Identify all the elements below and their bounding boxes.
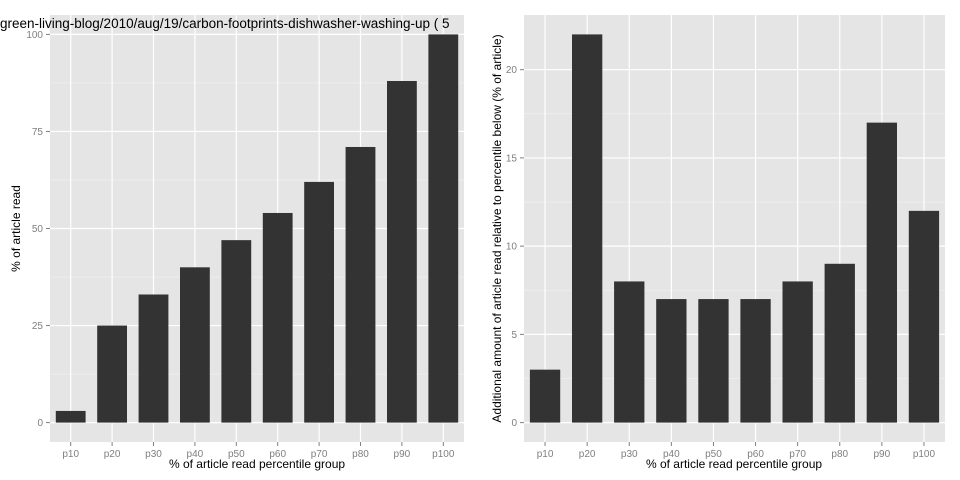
chart2-xtick-label: p20: [579, 449, 596, 460]
chart1-xtick-label: p80: [352, 449, 369, 460]
chart1-xtick-label: p50: [228, 449, 245, 460]
chart2-bar-p10: [529, 369, 561, 423]
chart2-bar-p20: [571, 34, 603, 423]
chart1-ytick-label: 25: [32, 321, 44, 332]
chart2-y-axis-title: Additional amount of article read relati…: [490, 34, 504, 422]
chart2-xtick-label: p70: [789, 449, 806, 460]
chart1-bar-p10: [55, 410, 86, 423]
chart1-bar-p60: [262, 212, 293, 423]
chart1-ytick-label: 75: [32, 127, 44, 138]
chart1-xtick-label: p100: [432, 449, 455, 460]
chart2-ytick-label: 10: [506, 242, 518, 253]
chart1-y-axis-title: % of article read: [9, 185, 23, 272]
chart2-bar-p50: [698, 299, 729, 423]
chart1-xtick-label: p70: [311, 449, 328, 460]
chart1-xtick-label: p30: [145, 449, 162, 460]
chart2-xtick-label: p10: [537, 449, 554, 460]
chart1-bar-p30: [138, 294, 169, 423]
chart1-ytick-label: 0: [37, 418, 43, 429]
chart2-xtick-label: p60: [747, 449, 764, 460]
chart1-xtick-label: p10: [62, 449, 79, 460]
chart2-x-axis-title: % of article read percentile group: [646, 457, 822, 471]
chart2-bar-p60: [740, 299, 771, 423]
chart1-xtick-label: p90: [394, 449, 411, 460]
chart2-xtick-label: p50: [705, 449, 722, 460]
chart1-ytick-label: 50: [32, 224, 44, 235]
chart1-bar-p80: [345, 146, 376, 423]
chart2-xtick-label: p40: [663, 449, 680, 460]
chart1-xtick-label: p20: [104, 449, 121, 460]
chart1-title: green-living-blog/2010/aug/19/carbon-foo…: [0, 16, 450, 31]
chart1-bar-p40: [179, 267, 210, 423]
chart1-bar-p20: [97, 325, 128, 423]
chart2-bar-p100: [908, 210, 940, 423]
chart1-bar-p90: [386, 80, 417, 423]
chart2-ytick-label: 20: [506, 65, 518, 76]
chart2-xtick-label: p100: [913, 449, 936, 460]
chart1-bar-p70: [304, 181, 335, 423]
chart2-xtick-label: p30: [621, 449, 638, 460]
chart2-bar-p90: [866, 122, 898, 423]
chart2-ytick-label: 0: [511, 418, 517, 429]
chart2-bar-p30: [614, 281, 645, 423]
chart1-xtick-label: p60: [269, 449, 286, 460]
chart1-bar-p100: [428, 34, 459, 423]
chart2-xtick-label: p80: [831, 449, 848, 460]
chart2-ytick-label: 15: [506, 153, 518, 164]
chart2-bar-p70: [782, 281, 813, 423]
chart1-x-axis-title: % of article read percentile group: [169, 457, 345, 471]
chart2-bar-p40: [656, 299, 687, 423]
chart2-xtick-label: p90: [874, 449, 891, 460]
chart1-xtick-label: p40: [187, 449, 204, 460]
chart1-ytick-label: 100: [26, 30, 43, 41]
chart1-bar-p50: [221, 240, 252, 423]
chart2-bar-p80: [824, 263, 855, 423]
chart2-ytick-label: 5: [511, 330, 517, 341]
